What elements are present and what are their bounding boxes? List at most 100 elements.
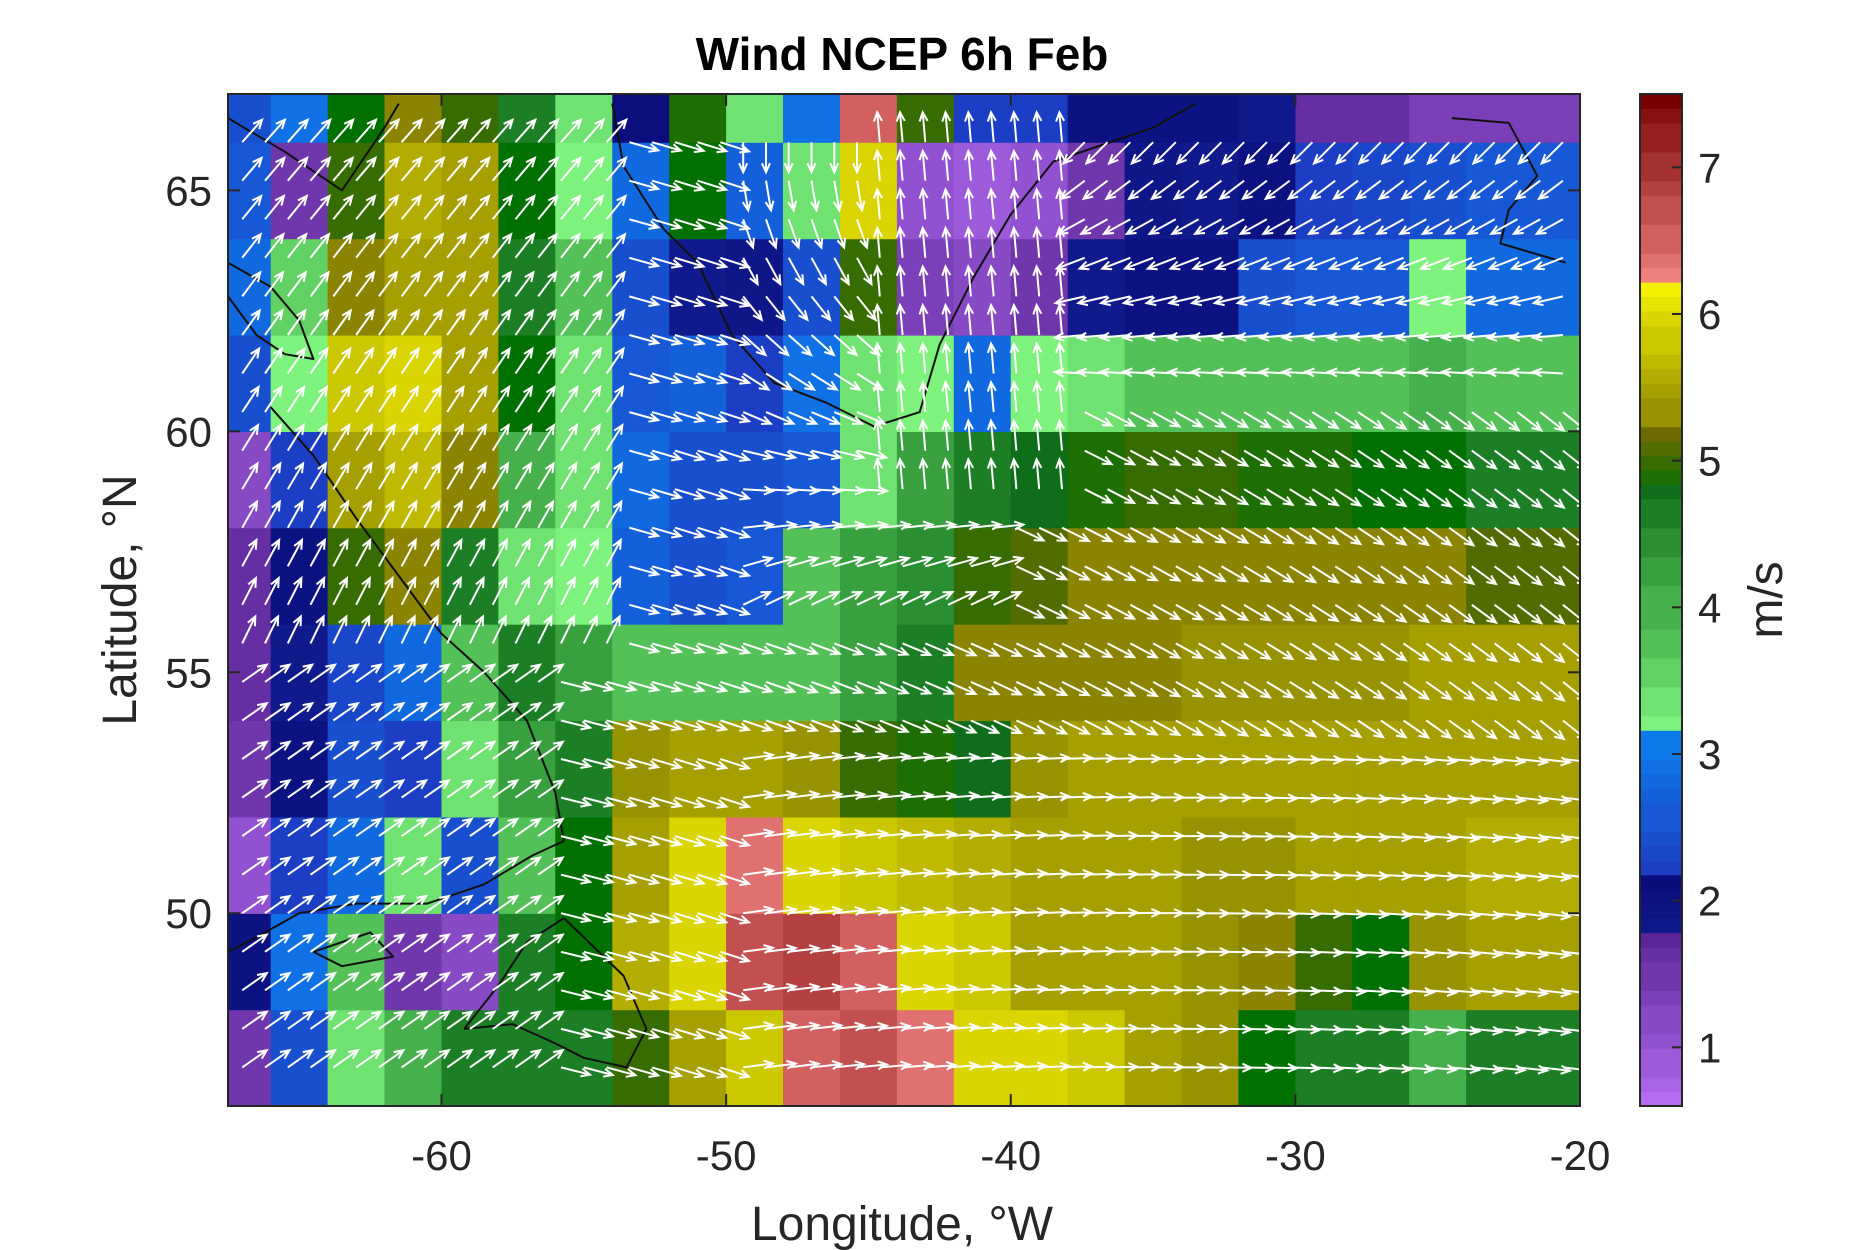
wind-arrow — [941, 186, 952, 220]
x-tick-label: -40 — [980, 1132, 1041, 1179]
wind-arrow — [1039, 1022, 1072, 1033]
wind-arrow — [1172, 179, 1200, 201]
wind-arrow — [787, 180, 798, 213]
colorbar-band — [1640, 1077, 1682, 1093]
wind-arrow — [537, 156, 560, 182]
wind-arrow — [879, 555, 912, 568]
wind-arrow — [674, 256, 706, 269]
wind-arrow — [1039, 945, 1072, 956]
wind-arrow — [1332, 179, 1359, 201]
wind-arrow — [1539, 449, 1566, 471]
wind-arrow — [1357, 642, 1386, 662]
x-tick-label: -50 — [696, 1132, 757, 1179]
heatmap-cell — [669, 1009, 727, 1106]
wind-arrow — [469, 194, 491, 220]
wind-arrow — [1236, 256, 1268, 271]
wind-arrow — [1380, 755, 1414, 766]
wind-arrow — [720, 719, 752, 732]
wind-arrow — [1220, 719, 1250, 737]
wind-arrow — [1352, 218, 1382, 235]
wind-arrow — [241, 270, 262, 297]
wind-arrow — [1220, 449, 1250, 467]
wind-arrow — [446, 117, 469, 143]
wind-arrow — [720, 295, 752, 308]
heatmap-cell — [1238, 431, 1296, 529]
wind-arrow — [1032, 148, 1043, 181]
heatmap-cell — [1295, 624, 1353, 722]
heatmap-cell — [1352, 238, 1410, 336]
wind-arrow — [1084, 526, 1114, 543]
colorbar-band — [1640, 585, 1682, 601]
wind-arrow — [1147, 218, 1177, 235]
wind-arrow — [1334, 565, 1363, 584]
wind-arrow — [1380, 719, 1408, 739]
heatmap-cell — [669, 431, 727, 529]
wind-arrow — [309, 1048, 338, 1069]
wind-arrow — [986, 109, 997, 143]
heatmap-cell — [1409, 1009, 1467, 1106]
wind-arrow — [378, 461, 396, 490]
wind-arrow — [1357, 793, 1391, 804]
wind-arrow — [423, 156, 446, 182]
wind-arrow — [1471, 449, 1498, 470]
wind-arrow — [918, 418, 929, 451]
wind-arrow — [1016, 1022, 1049, 1033]
wind-arrow — [491, 461, 510, 490]
wind-arrow — [469, 1048, 497, 1069]
wind-arrow — [469, 384, 488, 413]
wind-arrow — [537, 1010, 565, 1030]
wind-arrow — [560, 614, 576, 644]
wind-arrow — [446, 1010, 474, 1030]
wind-arrow — [355, 384, 374, 413]
colorbar-band — [1640, 354, 1682, 370]
wind-arrow — [1357, 948, 1391, 958]
heatmap-cell — [1295, 0, 1353, 46]
wind-arrow — [537, 894, 565, 915]
wind-arrow — [742, 411, 774, 425]
wind-arrow — [264, 701, 292, 722]
wind-arrow — [606, 680, 638, 693]
wind-arrow — [582, 384, 602, 413]
wind-arrow — [1334, 449, 1363, 469]
wind-arrow — [1335, 870, 1368, 881]
wind-arrow — [1327, 256, 1359, 271]
wind-arrow — [993, 984, 1027, 995]
wind-arrow — [1562, 796, 1580, 801]
heatmap-cell — [726, 720, 784, 818]
wind-arrow — [674, 873, 706, 886]
wind-arrow — [629, 256, 661, 269]
wind-arrow — [1402, 642, 1431, 662]
colorbar-tick-label: 5 — [1698, 438, 1721, 485]
heatmap-cell — [385, 0, 443, 46]
heatmap-cell — [953, 527, 1012, 625]
colorbar-band — [1640, 903, 1682, 919]
wind-arrow — [1266, 488, 1295, 506]
wind-arrow — [1280, 295, 1313, 307]
wind-arrow — [697, 1027, 729, 1040]
heatmap-cell — [1523, 913, 1580, 1011]
wind-arrow — [1266, 141, 1291, 166]
wind-arrow — [788, 642, 820, 656]
wind-arrow — [970, 829, 1004, 840]
heatmap-cell — [953, 1009, 1012, 1106]
wind-arrow — [651, 372, 684, 385]
wind-arrow — [286, 499, 304, 529]
wind-arrow — [469, 856, 497, 876]
wind-arrow — [1471, 141, 1496, 166]
wind-arrow — [241, 894, 269, 915]
wind-arrow — [378, 423, 396, 452]
wind-arrow — [1243, 603, 1272, 622]
wind-arrow — [332, 575, 349, 606]
wind-arrow — [1403, 909, 1436, 920]
wind-arrow — [697, 642, 729, 655]
wind-arrow — [879, 590, 910, 606]
wind-arrow — [401, 1048, 429, 1069]
wind-arrow — [1289, 719, 1318, 738]
wind-arrow — [606, 1027, 638, 1040]
wind-arrow — [651, 642, 684, 655]
wind-arrow — [760, 142, 771, 175]
heatmap-cell — [953, 816, 1012, 914]
wind-arrow — [287, 779, 315, 799]
wind-arrow — [788, 411, 819, 425]
wind-arrow — [582, 423, 601, 452]
